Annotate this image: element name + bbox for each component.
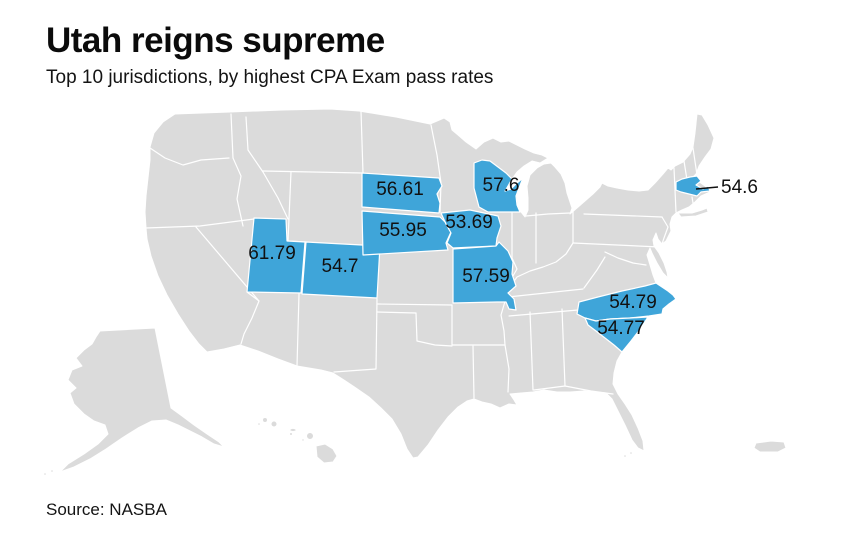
- florida-keys: [623, 454, 627, 458]
- aleutian-islands: [43, 472, 47, 476]
- state-nebraska: [361, 210, 452, 256]
- state-utah: [246, 217, 306, 294]
- state-wisconsin: [473, 159, 524, 213]
- value-label-north-carolina: 54.79: [609, 292, 657, 313]
- state-borders: [145, 110, 698, 399]
- state-south-dakota: [361, 172, 443, 214]
- value-label-nebraska: 55.95: [379, 220, 427, 241]
- state-massachusetts: [675, 175, 711, 197]
- state-colorado: [301, 241, 381, 299]
- page-title: Utah reigns supreme: [46, 21, 385, 60]
- alaska: [59, 327, 225, 473]
- aleutian-islands: [50, 469, 54, 473]
- value-label-iowa: 53.69: [445, 212, 493, 233]
- value-label-massachusetts: 54.6: [721, 177, 758, 198]
- conus-silhouette: [144, 108, 715, 459]
- state-missouri: [452, 241, 517, 311]
- value-label-colorado: 54.7: [322, 256, 359, 277]
- long-island: [677, 207, 709, 218]
- value-label-south-carolina: 54.77: [597, 318, 645, 339]
- massachusetts-callout-line: [695, 186, 719, 190]
- chart-subtitle: Top 10 jurisdictions, by highest CPA Exa…: [46, 66, 494, 88]
- state-south-carolina: [584, 316, 649, 353]
- value-labels: 61.79 54.7 56.61 55.95 57.6 53.69 57.59 …: [248, 175, 758, 339]
- value-label-utah: 61.79: [248, 243, 296, 264]
- value-label-south-dakota: 56.61: [376, 179, 424, 200]
- hawaii: [257, 417, 338, 464]
- highlighted-states: [246, 159, 711, 353]
- chart-header: Utah reigns supreme Top 10 jurisdictions…: [46, 21, 494, 89]
- value-label-wisconsin: 57.6: [483, 175, 520, 196]
- puerto-rico: [753, 440, 787, 453]
- value-label-missouri: 57.59: [462, 266, 510, 287]
- source-attribution: Source: NASBA: [46, 500, 167, 519]
- florida-keys: [629, 451, 633, 455]
